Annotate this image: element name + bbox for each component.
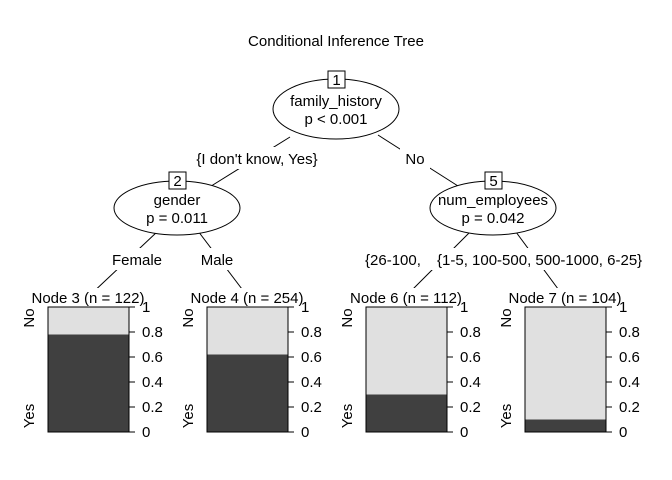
- terminal-title: Node 4 (n = 254): [191, 290, 304, 307]
- bar-yes-segment: [48, 334, 129, 432]
- edge-label-5-right: {1-5, 100-500, 500-1000, 6-25}: [437, 252, 642, 269]
- axis-tick-label: 0.4: [301, 374, 322, 391]
- node-id: 2: [173, 173, 181, 190]
- axis-tick-label: 0.8: [619, 324, 640, 341]
- node-variable: num_employees: [438, 192, 548, 209]
- response-label-no: No: [498, 308, 515, 327]
- edge-label-5-left: {26-100,: [365, 252, 421, 269]
- axis-tick-label: 0.6: [142, 349, 163, 366]
- axis-tick-label: 0.2: [301, 399, 322, 416]
- axis-tick-label: 0.2: [142, 399, 163, 416]
- response-label-no: No: [21, 308, 38, 327]
- bar-yes-segment: [525, 419, 606, 432]
- bar-no-segment: [48, 307, 129, 335]
- axis-tick-label: 1: [460, 299, 468, 316]
- bar-yes-segment: [366, 394, 447, 432]
- terminal-node-3: Node 6 (n = 112)No Yes 1 0.8 0.6 0.4 0.2 0: [339, 288, 481, 441]
- axis-tick-label: 0.2: [460, 399, 481, 416]
- response-label-no: No: [339, 308, 356, 327]
- node-id-box: [327, 70, 346, 89]
- response-label-no: No: [180, 308, 197, 327]
- node-variable: gender: [154, 192, 201, 209]
- axis-tick-label: 0.4: [619, 374, 640, 391]
- axis-tick-label: 0: [460, 424, 468, 441]
- axis-tick-label: 1: [142, 299, 150, 316]
- response-label-yes: Yes: [21, 404, 38, 428]
- terminal-nodes: Node 3 (n = 122)NoYes10.80.60.40.20Node …: [21, 288, 640, 441]
- node-pvalue: p < 0.001: [305, 111, 368, 128]
- axis-tick-label: 0.4: [142, 374, 163, 391]
- response-label-yes: Yes: [339, 404, 356, 428]
- node-id-box: [168, 171, 187, 190]
- node-id-box: [484, 171, 503, 190]
- bar-no-segment: [366, 307, 447, 395]
- terminal-title-bg: [185, 288, 309, 306]
- terminal-node-2: Node 4 (n = 254)No Yes 1 0.8 0.6 0.4 0.2 0: [180, 288, 322, 441]
- axis-tick-label: 0.2: [619, 399, 640, 416]
- node-id: 5: [489, 173, 497, 190]
- axis-tick-label: 0.8: [460, 324, 481, 341]
- terminal-title: Node 6 (n = 112): [350, 290, 462, 307]
- terminal-node-4: Node 7 (n = 104)No Yes 1 0.8 0.6 0.4 0.2 0: [498, 288, 640, 441]
- bar-no-segment: [207, 307, 288, 355]
- node-pvalue: p = 0.011: [146, 210, 208, 227]
- terminal-title: Node 7 (n = 104): [509, 290, 622, 307]
- axis-tick-label: 0: [301, 424, 309, 441]
- node-variable: family_history: [290, 93, 382, 110]
- node-pvalue: p = 0.042: [462, 210, 525, 227]
- edge-label-1-right: No: [405, 151, 424, 168]
- axis-tick-label: 0.8: [301, 324, 322, 341]
- axis-tick-label: 0.6: [619, 349, 640, 366]
- inner-node-1: 1 family_history p < 0.001: [272, 70, 400, 140]
- node-id: 1: [332, 72, 340, 89]
- bar-yes-segment: [207, 354, 288, 432]
- bar-no-segment: [525, 307, 606, 420]
- axis-tick-label: 0.8: [142, 324, 163, 341]
- edge-labels: {I don't know, Yes} No Female Male {26-1…: [108, 147, 648, 270]
- terminal-title-bg: [26, 288, 150, 306]
- axis-tick-label: 0: [619, 424, 627, 441]
- terminal-title: Node 3 (n = 122): [32, 290, 145, 307]
- terminal-node-1: Node 3 (n = 122)No Yes 1 0.8 0.6 0.4 0.2 0: [21, 288, 163, 441]
- axis-tick-label: 0.6: [460, 349, 481, 366]
- edge-label-2-right: Male: [201, 252, 234, 269]
- terminal-title-bg: [344, 288, 468, 306]
- response-label-yes: Yes: [180, 404, 197, 428]
- inner-node-2: 2 gender p = 0.011: [113, 171, 241, 236]
- axis-tick-label: 0.6: [301, 349, 322, 366]
- edge-label-1-left: {I don't know, Yes}: [196, 151, 317, 168]
- response-label-yes: Yes: [498, 404, 515, 428]
- terminal-title-bg: [503, 288, 627, 306]
- chart-title: Conditional Inference Tree: [248, 33, 424, 50]
- axis-tick-label: 1: [301, 299, 309, 316]
- axis-tick-label: 1: [619, 299, 627, 316]
- inner-node-5: 5 num_employees p = 0.042: [429, 171, 557, 236]
- axis-tick-label: 0.4: [460, 374, 481, 391]
- edge-label-2-left: Female: [112, 252, 162, 269]
- axis-tick-label: 0: [142, 424, 150, 441]
